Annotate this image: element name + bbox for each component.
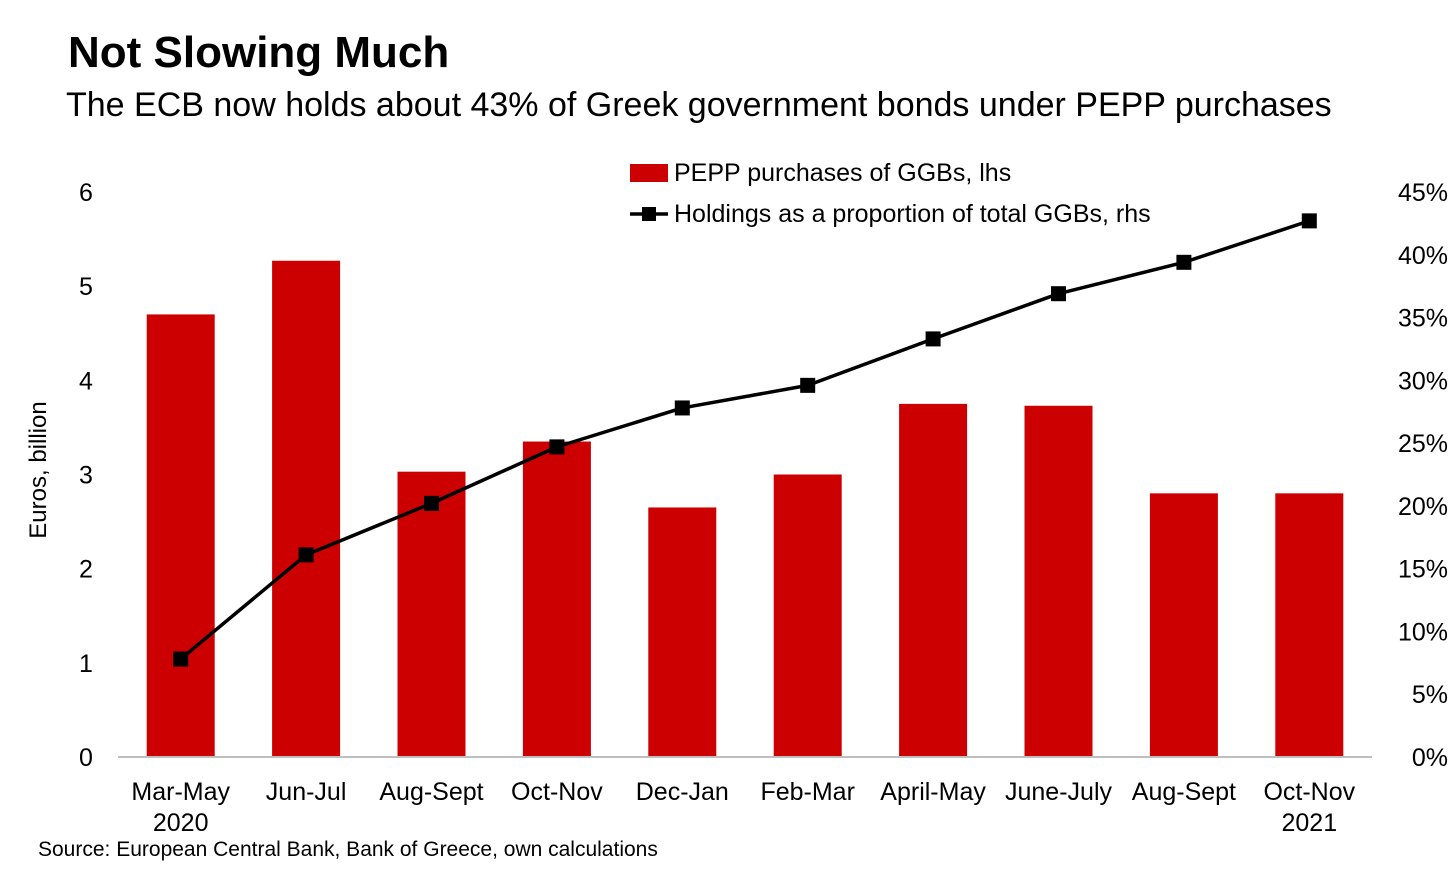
bar [773,474,842,757]
line-point [800,377,816,393]
legend-marker-square [642,207,656,221]
bar [146,314,215,757]
source-note: Source: European Central Bank, Bank of G… [38,838,658,861]
left-tick-label: 3 [79,462,93,490]
right-tick-label: 15% [1398,556,1448,584]
right-tick-label: 40% [1398,242,1448,270]
line-point [173,651,189,667]
left-tick-label: 6 [79,179,93,207]
legend-swatch-bar [630,164,668,182]
bar [1024,405,1093,757]
x-tick-label: April-May [880,778,986,806]
x-tick-label: Oct-Nov [511,778,603,806]
right-tick-label: 0% [1412,744,1448,772]
legend: PEPP purchases of GGBs, lhs Holdings as … [630,159,1151,228]
left-tick-label: 4 [79,367,93,395]
x-tick-label: Aug-Sept [1132,778,1236,806]
left-tick-label: 0 [79,744,93,772]
bar [272,260,341,757]
right-tick-label: 25% [1398,430,1448,458]
x-tick-label: 2021 [1281,809,1337,837]
line-point [674,400,690,416]
bar [397,471,466,757]
series-line [179,219,1310,661]
chart-subtitle: The ECB now holds about 43% of Greek gov… [66,86,1332,124]
line-point [1176,254,1192,270]
line-point [1051,286,1066,302]
chart-title: Not Slowing Much [68,28,450,77]
right-tick-label: 30% [1398,367,1448,395]
bar-series [146,260,1344,757]
x-tick-label: Mar-May [131,778,230,806]
line-point [1301,213,1317,229]
right-axis-ticks: 0% 5% 10% 15% 20% 25% 30% 35% 40% 45% [1398,179,1448,772]
left-tick-label: 1 [79,650,93,678]
bar [522,441,591,757]
line-series [173,213,1317,667]
left-axis-ticks: 0 1 2 3 4 5 6 [79,179,93,772]
y-axis-label: Euros, billion [25,401,52,538]
x-tick-label: Feb-Mar [760,778,854,806]
right-tick-label: 20% [1398,493,1448,521]
left-tick-label: 2 [79,556,93,584]
x-tick-label: Oct-Nov [1263,778,1355,806]
right-tick-label: 5% [1412,681,1448,709]
bar [1275,493,1344,757]
x-tick-label: Dec-Jan [636,778,729,806]
legend-label-line: Holdings as a proportion of total GGBs, … [674,200,1151,228]
x-axis-ticks: Mar-May 2020 Jun-Jul Aug-Sept Oct-Nov Dec-Jan… [131,778,1355,837]
right-tick-label: 10% [1398,618,1448,646]
bar [1149,493,1218,757]
x-tick-label: Jun-Jul [266,778,347,806]
bar [899,403,968,757]
line-point [424,495,439,511]
line-point [925,331,941,347]
x-tick-label: 2020 [153,809,209,837]
x-tick-label: June-July [1005,778,1112,806]
line-point [298,547,314,563]
left-tick-label: 5 [79,273,93,301]
x-tick-label: Aug-Sept [379,778,483,806]
right-tick-label: 45% [1398,179,1448,207]
bar [648,507,717,757]
legend-label-bar: PEPP purchases of GGBs, lhs [674,159,1011,187]
right-tick-label: 35% [1398,305,1448,333]
line-point [549,439,565,455]
